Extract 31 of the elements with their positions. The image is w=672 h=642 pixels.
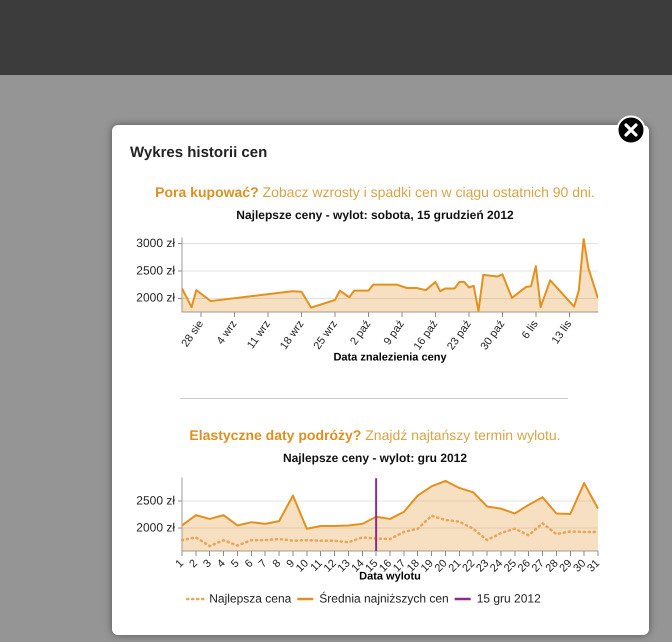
x-tick-label: 28 sie bbox=[179, 318, 206, 350]
x-tick-label: 4 wrz bbox=[214, 318, 240, 347]
x-tick-label: 3 bbox=[201, 557, 214, 570]
y-tick-label: 2000 zł bbox=[136, 520, 176, 534]
x-tick-label: 13 lis bbox=[550, 318, 575, 346]
x-tick-label: 6 lis bbox=[520, 318, 542, 342]
x-tick-label: 6 bbox=[242, 557, 256, 570]
x-tick-label: 18 wrz bbox=[278, 318, 306, 352]
legend-label: Średnia najniższych cen bbox=[319, 591, 449, 606]
x-tick-label: 7 bbox=[256, 557, 270, 570]
x-tick-label: 25 wrz bbox=[312, 318, 340, 352]
legend-label: 15 gru 2012 bbox=[476, 591, 542, 606]
x-tick-label: 11 wrz bbox=[245, 318, 274, 352]
y-tick-label: 2500 zł bbox=[136, 263, 176, 278]
y-tick-label: 2500 zł bbox=[136, 493, 176, 508]
chart-title: Elastyczne daty podróży? Znajdź najtańszy termin wylotu. bbox=[189, 427, 561, 443]
x-tick-label: 16 paź bbox=[412, 318, 440, 352]
x-tick-label: 4 bbox=[215, 557, 228, 570]
chart-subtitle: Najlepsze ceny - wylot: sobota, 15 grudzień 2012 bbox=[235, 208, 515, 222]
chart-subtitle: Najlepsze ceny - wylot: gru 2012 bbox=[282, 451, 468, 465]
x-tick-label: 2 bbox=[187, 557, 200, 570]
chart-title: Pora kupować? Zobacz wzrosty i spadki cen w ciągu ostatnich 90 dni. bbox=[155, 184, 595, 200]
x-tick-label: 1 bbox=[173, 557, 186, 570]
x-axis-title: Data znalezienia ceny bbox=[333, 351, 448, 364]
x-tick-label: 5 bbox=[228, 557, 242, 570]
y-tick-label: 2000 zł bbox=[136, 290, 176, 305]
legend-label: Najlepsza cena bbox=[209, 591, 292, 606]
text: Wykres historii cen bbox=[130, 144, 268, 162]
x-tick-label: 23 paź bbox=[445, 318, 474, 352]
y-tick-label: 3000 zł bbox=[136, 236, 176, 250]
x-tick-label: 8 bbox=[270, 557, 284, 570]
